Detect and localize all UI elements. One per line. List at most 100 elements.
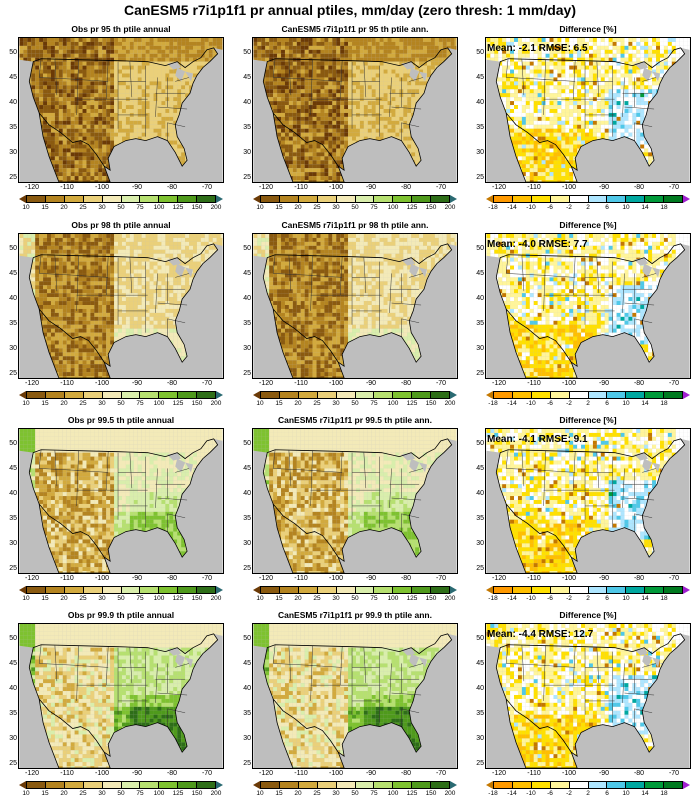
- colorbar-label: -2: [559, 400, 579, 407]
- lat-tick-label: 40: [239, 685, 251, 692]
- coastline: [262, 243, 453, 378]
- colorbar-label: 18: [654, 790, 674, 797]
- colorbar-segment: [588, 781, 608, 789]
- lon-tick-label: -100: [324, 575, 348, 582]
- colorbar-left-extension: [19, 195, 26, 203]
- lat-tick-label: 35: [472, 515, 484, 522]
- colorbar-segment: [664, 195, 684, 203]
- mean-rmse-stats: Mean: -4.0 RMSE: 7.7: [487, 239, 588, 250]
- colorbar-segment: [140, 391, 160, 399]
- lat-tick-label: 35: [239, 124, 251, 131]
- colorbar-label: 14: [635, 790, 655, 797]
- lon-tick-label: -80: [160, 575, 184, 582]
- state-borders: [505, 58, 657, 141]
- colorbar-label: 14: [635, 400, 655, 407]
- colorbar-segment: [45, 586, 65, 594]
- colorbar-label: -10: [521, 204, 541, 211]
- colorbar-label: 100: [149, 595, 169, 602]
- lon-tick-label: -110: [522, 380, 546, 387]
- colorbar-label: -14: [502, 400, 522, 407]
- lon-tick-label: -70: [662, 184, 686, 191]
- precip-colorbar: [26, 781, 217, 789]
- lon-tick-label: -120: [254, 184, 278, 191]
- lon-tick-label: -90: [125, 380, 149, 387]
- great-lakes: [401, 647, 441, 668]
- obs-panel-title: Obs pr 95 th ptile annual: [18, 24, 224, 34]
- colorbar-right-extension: [683, 586, 690, 594]
- colorbar-segment: [298, 586, 318, 594]
- colorbar-segment: [140, 781, 160, 789]
- colorbar-segment: [336, 391, 356, 399]
- colorbar-label: 10: [616, 790, 636, 797]
- lon-tick-label: -100: [90, 575, 114, 582]
- great-lakes: [167, 452, 207, 473]
- colorbar-label: 14: [635, 595, 655, 602]
- colorbar-label: 150: [187, 400, 207, 407]
- lon-tick-label: -90: [359, 184, 383, 191]
- colorbar-segment: [121, 781, 141, 789]
- lon-tick-label: -80: [160, 380, 184, 387]
- lat-tick-label: 45: [5, 660, 17, 667]
- colorbar-label: 30: [92, 400, 112, 407]
- lon-tick-label: -120: [487, 575, 511, 582]
- mean-rmse-stats: Mean: -2.1 RMSE: 6.5: [487, 43, 588, 54]
- colorbar-label: 15: [269, 595, 289, 602]
- lon-tick-label: -100: [557, 184, 581, 191]
- coastline: [262, 438, 453, 573]
- state-borders: [272, 254, 424, 337]
- lat-tick-label: 35: [5, 320, 17, 327]
- colorbar-label: 125: [402, 400, 422, 407]
- lon-tick-label: -120: [254, 575, 278, 582]
- lon-tick-label: -110: [289, 184, 313, 191]
- colorbar-segment: [45, 195, 65, 203]
- precip-colorbar: [260, 586, 451, 594]
- lat-tick-label: 40: [239, 490, 251, 497]
- lat-tick-label: 30: [239, 345, 251, 352]
- lon-tick-label: -90: [359, 770, 383, 777]
- colorbar-label: 100: [383, 595, 403, 602]
- model-panel-title: CanESM5 r7i1p1f1 pr 99.9 th ptile ann.: [252, 610, 458, 620]
- lat-tick-label: 40: [239, 295, 251, 302]
- colorbar-label: 100: [383, 400, 403, 407]
- diff-map-panel: [485, 37, 691, 183]
- colorbar-label: -10: [521, 595, 541, 602]
- lat-tick-label: 50: [5, 440, 17, 447]
- colorbar-left-extension: [253, 781, 260, 789]
- lat-tick-label: 40: [5, 295, 17, 302]
- lat-tick-label: 25: [5, 174, 17, 181]
- colorbar-label: 10: [250, 595, 270, 602]
- colorbar-label: 50: [345, 595, 365, 602]
- colorbar-label: 6: [597, 595, 617, 602]
- colorbar-label: 50: [345, 204, 365, 211]
- colorbar-label: 150: [421, 400, 441, 407]
- colorbar-label: 25: [307, 790, 327, 797]
- colorbar-label: 150: [421, 790, 441, 797]
- colorbar-label: 10: [16, 204, 36, 211]
- lat-tick-label: 45: [472, 270, 484, 277]
- lat-tick-label: 30: [5, 345, 17, 352]
- colorbar-segment: [550, 195, 570, 203]
- model-panel-title: CanESM5 r7i1p1f1 pr 98 th ptile ann.: [252, 220, 458, 230]
- colorbar-segment: [121, 586, 141, 594]
- colorbar-segment: [569, 195, 589, 203]
- colorbar-segment: [412, 195, 432, 203]
- colorbar-left-extension: [486, 586, 493, 594]
- colorbar-segment: [607, 781, 627, 789]
- colorbar-segment: [493, 781, 513, 789]
- colorbar-segment: [64, 391, 84, 399]
- state-borders: [272, 449, 424, 532]
- colorbar-segment: [412, 781, 432, 789]
- state-borders: [38, 644, 190, 727]
- model-panel-title: CanESM5 r7i1p1f1 pr 99.5 th ptile ann.: [252, 415, 458, 425]
- lon-tick-label: -90: [592, 184, 616, 191]
- colorbar-segment: [569, 586, 589, 594]
- colorbar-segment: [102, 391, 122, 399]
- colorbar-segment: [298, 781, 318, 789]
- colorbar-label: -10: [521, 400, 541, 407]
- colorbar-label: 125: [168, 400, 188, 407]
- colorbar-segment: [512, 391, 532, 399]
- colorbar-label: 25: [307, 204, 327, 211]
- colorbar-label: 15: [35, 400, 55, 407]
- lon-tick-label: -100: [324, 184, 348, 191]
- colorbar-label: 10: [616, 204, 636, 211]
